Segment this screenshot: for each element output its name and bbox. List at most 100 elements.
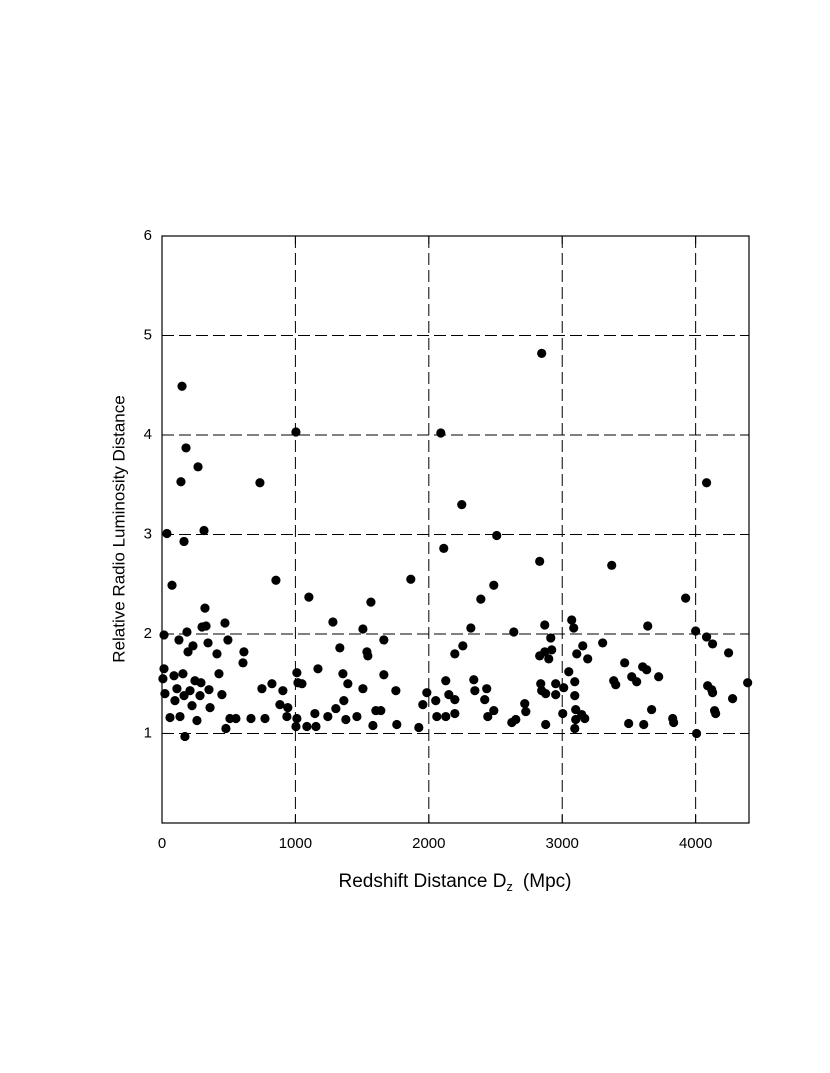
- y-tick-label: 6: [144, 227, 152, 244]
- point: [632, 677, 642, 687]
- point: [418, 700, 428, 710]
- point: [165, 712, 175, 723]
- point: [570, 691, 580, 701]
- point: [422, 688, 432, 698]
- x-label-sub: z: [506, 879, 513, 894]
- point: [580, 713, 590, 724]
- point: [483, 711, 493, 722]
- point: [188, 641, 198, 651]
- point: [292, 668, 302, 678]
- point: [643, 621, 653, 631]
- point: [339, 696, 349, 706]
- point: [159, 630, 169, 640]
- x-tick-label: 4000: [679, 835, 712, 852]
- point: [185, 686, 195, 696]
- point: [711, 708, 721, 719]
- point: [480, 695, 490, 705]
- point: [304, 592, 314, 602]
- point: [598, 638, 608, 648]
- point: [536, 679, 546, 689]
- point: [275, 700, 285, 710]
- point: [436, 428, 446, 438]
- point: [328, 617, 338, 627]
- point: [489, 705, 499, 716]
- point: [583, 654, 593, 664]
- point: [642, 665, 652, 675]
- point: [572, 649, 582, 659]
- y-tick-label: 1: [144, 724, 152, 741]
- point: [520, 699, 530, 709]
- plot-frame: [161, 235, 750, 824]
- point: [691, 626, 701, 636]
- point: [343, 679, 353, 689]
- point: [701, 632, 712, 642]
- point: [450, 695, 460, 705]
- x-axis-label: Redshift Distance Dz (Mpc): [339, 871, 572, 894]
- point: [160, 689, 170, 699]
- point: [406, 574, 416, 584]
- point: [654, 672, 664, 682]
- point: [489, 580, 499, 590]
- point: [547, 645, 557, 655]
- point: [199, 525, 209, 536]
- point: [212, 649, 222, 659]
- point: [743, 678, 753, 688]
- point: [379, 635, 389, 645]
- point: [238, 658, 248, 668]
- point: [476, 594, 486, 604]
- point: [331, 703, 341, 714]
- x-tick-label: 3000: [546, 835, 579, 852]
- point: [313, 664, 323, 674]
- point: [176, 477, 186, 487]
- point: [187, 701, 197, 711]
- point: [535, 556, 545, 566]
- point: [310, 708, 320, 719]
- point: [278, 686, 288, 696]
- point: [707, 639, 718, 649]
- point: [172, 684, 182, 694]
- point: [469, 675, 479, 685]
- point: [302, 721, 312, 732]
- point: [162, 528, 172, 539]
- point: [391, 686, 401, 696]
- point: [376, 705, 386, 716]
- point: [174, 635, 184, 645]
- point: [681, 593, 691, 603]
- point: [691, 728, 702, 739]
- point: [192, 715, 202, 726]
- point: [450, 649, 460, 659]
- point: [246, 713, 256, 724]
- point: [201, 621, 211, 631]
- point: [511, 714, 521, 725]
- point: [611, 680, 621, 690]
- point: [271, 575, 281, 585]
- point: [564, 667, 574, 677]
- point: [170, 696, 180, 706]
- point: [578, 641, 588, 651]
- point: [200, 603, 210, 613]
- y-tick-label: 5: [144, 326, 152, 343]
- point: [366, 597, 376, 607]
- point: [181, 443, 191, 453]
- y-tick-label: 2: [144, 625, 152, 642]
- point: [432, 711, 442, 722]
- point: [239, 647, 249, 657]
- point: [441, 711, 451, 722]
- point: [537, 348, 547, 358]
- point: [260, 713, 270, 724]
- point: [358, 684, 368, 694]
- point: [541, 689, 551, 699]
- point: [193, 462, 203, 472]
- point: [669, 717, 679, 728]
- point: [439, 543, 449, 554]
- point: [175, 711, 185, 722]
- point: [291, 427, 301, 437]
- point: [282, 711, 292, 722]
- point: [221, 723, 231, 734]
- point: [482, 684, 492, 694]
- point: [177, 381, 187, 391]
- point: [624, 718, 634, 729]
